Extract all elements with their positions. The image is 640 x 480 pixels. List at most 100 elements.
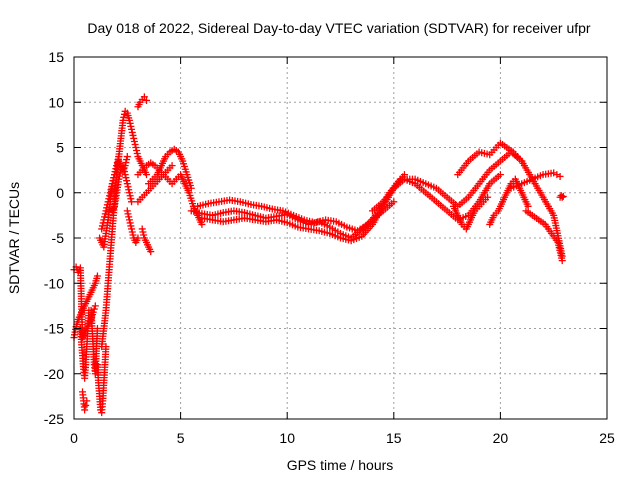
series-arc-d [79, 388, 91, 414]
data-point [496, 171, 504, 179]
data-point [198, 220, 206, 228]
x-tick-label: 20 [493, 430, 509, 446]
data-point-interp [107, 186, 115, 194]
y-tick-label: -5 [52, 230, 65, 246]
data-point [134, 234, 142, 242]
x-tick-label: 5 [177, 430, 185, 446]
data-point-interp [131, 140, 139, 148]
data-point-interp [110, 174, 118, 182]
data-point [142, 96, 150, 104]
data-point-interp [101, 213, 109, 221]
data-point-interp [114, 156, 122, 164]
data-point-interp [122, 174, 130, 182]
data-point-interp [113, 159, 121, 167]
chart-title: Day 018 of 2022, Sidereal Day-to-day VTE… [87, 20, 591, 36]
data-point [119, 116, 127, 124]
data-point [115, 153, 123, 161]
series-arc-i [98, 153, 123, 233]
data-point [111, 171, 119, 179]
series-arc-z [522, 207, 566, 265]
data-point [125, 216, 133, 224]
series-arc-x [486, 175, 532, 228]
data-point-interp [115, 172, 123, 180]
data-point [484, 193, 492, 201]
data-point [132, 144, 140, 151]
data-point [524, 202, 532, 210]
data-point-interp [130, 137, 138, 145]
data-point-interp [105, 195, 113, 203]
data-point [115, 175, 123, 183]
data-point [104, 198, 112, 206]
data-point [128, 125, 136, 133]
series-arc-p [134, 162, 176, 206]
data-point-interp [127, 122, 135, 130]
data-point [108, 180, 116, 188]
data-point [82, 401, 90, 409]
series-arc-j [108, 162, 136, 215]
data-point [106, 189, 114, 197]
data-point [140, 93, 148, 101]
data-point-interp [90, 305, 98, 313]
data-point [558, 193, 566, 201]
data-point-interp [116, 169, 124, 177]
data-point [119, 162, 127, 170]
data-point-interp [140, 231, 148, 239]
data-point [93, 325, 101, 332]
data-point-interp [101, 210, 109, 218]
data-point [123, 207, 131, 215]
data-point-interp [128, 228, 136, 236]
data-point-interp [127, 222, 135, 230]
data-point-interp [123, 156, 131, 164]
data-point-interp [125, 186, 133, 194]
data-point [128, 225, 136, 233]
data-point-interp [103, 204, 111, 212]
data-point-interp [112, 165, 120, 173]
series-arc-h [96, 153, 131, 251]
series-arc-b [70, 272, 101, 342]
data-point-interp [128, 128, 136, 136]
data-point-interp [106, 192, 114, 200]
y-tick-label: 5 [56, 140, 64, 156]
data-point [128, 198, 136, 206]
data-point [91, 302, 99, 310]
data-point [125, 116, 133, 124]
data-point-interp [103, 201, 111, 209]
y-tick-label: -20 [44, 366, 64, 382]
series-arc-c [76, 306, 93, 382]
series-arc-k [123, 207, 142, 247]
data-point [83, 397, 91, 405]
data-point [518, 157, 526, 165]
data-point-interp [124, 183, 132, 191]
data-point [142, 171, 150, 179]
data-points [70, 93, 567, 417]
data-point-interp [127, 195, 135, 203]
y-tick-label: 0 [56, 185, 64, 201]
data-point-interp [99, 219, 107, 227]
series-arc-f [93, 343, 110, 417]
series-arc-l [134, 93, 150, 111]
data-point [187, 184, 195, 192]
data-point [147, 248, 155, 256]
data-point-interp [109, 177, 117, 185]
series-arc-o [145, 145, 195, 192]
data-point [138, 225, 146, 233]
series-arc-w [449, 193, 492, 233]
data-point [113, 162, 121, 170]
x-tick-label: 25 [599, 430, 615, 446]
data-point [102, 207, 110, 215]
x-tick-label: 0 [70, 430, 78, 446]
axes: 0 5 10 15 20 25 -25 -20 -15 -10 -5 0 5 10 15 [44, 49, 615, 446]
data-point-interp [126, 192, 134, 200]
data-point [130, 134, 138, 142]
y-tick-label: -15 [44, 321, 64, 337]
data-point-interp [139, 228, 147, 236]
x-tick-label: 10 [279, 430, 295, 446]
data-point [558, 257, 566, 265]
data-point-interp [133, 150, 141, 158]
data-point [559, 192, 567, 200]
data-point-interp [129, 231, 137, 239]
data-point [100, 216, 108, 224]
data-point [81, 406, 89, 414]
data-point-interp [124, 210, 132, 218]
